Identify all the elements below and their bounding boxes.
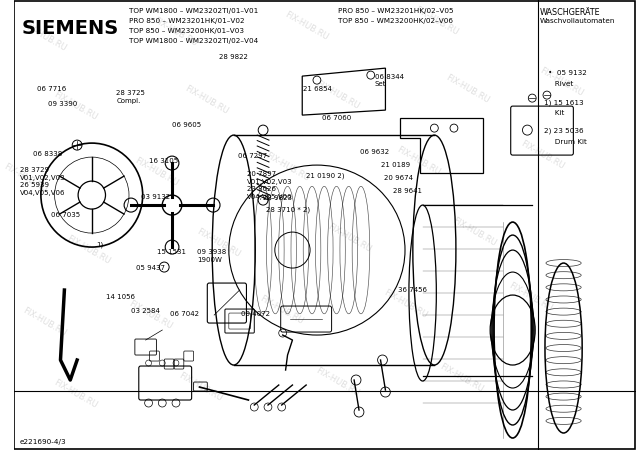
Text: 28 9823: 28 9823	[263, 195, 291, 202]
Text: FIX-HUB.RU: FIX-HUB.RU	[127, 299, 174, 331]
Text: PRO 850 – WM23201HK/01–V02: PRO 850 – WM23201HK/01–V02	[129, 18, 245, 24]
Text: Drum Kit: Drum Kit	[548, 139, 586, 145]
Text: FIX-HUB.RU: FIX-HUB.RU	[183, 84, 230, 116]
Text: FIX-HUB.RU: FIX-HUB.RU	[519, 139, 566, 171]
Text: FIX-HUB.RU: FIX-HUB.RU	[52, 378, 99, 410]
Text: 20 9674: 20 9674	[384, 175, 413, 181]
Text: PRO 850 – WM23201HK/02–V05: PRO 850 – WM23201HK/02–V05	[338, 8, 454, 14]
Text: 06 7060: 06 7060	[322, 115, 351, 121]
Text: Kit: Kit	[548, 110, 564, 116]
Text: FIX-HUB.RU: FIX-HUB.RU	[195, 227, 242, 259]
Text: FIX-HUB.RU: FIX-HUB.RU	[134, 156, 180, 188]
Text: FIX-HUB.RU: FIX-HUB.RU	[445, 73, 491, 105]
Text: 06 9605: 06 9605	[172, 122, 202, 128]
Text: WASCHGERÄTE: WASCHGERÄTE	[539, 8, 600, 17]
Text: 2) 23 5036: 2) 23 5036	[544, 128, 583, 135]
Text: 06 7716: 06 7716	[37, 86, 66, 92]
Text: FIX-HUB.RU: FIX-HUB.RU	[3, 162, 50, 194]
Text: 09 4072: 09 4072	[240, 311, 270, 317]
Text: 21 6854: 21 6854	[303, 86, 332, 92]
Text: 09 3938
1900W: 09 3938 1900W	[197, 249, 226, 263]
Text: e221690-4/3: e221690-4/3	[19, 439, 66, 445]
Text: 05 9437: 05 9437	[135, 265, 165, 270]
Text: 06 7297: 06 7297	[238, 153, 266, 159]
Text: FIX-HUB.RU: FIX-HUB.RU	[451, 216, 497, 248]
Text: 28 9641: 28 9641	[393, 188, 422, 194]
Text: FIX-HUB.RU: FIX-HUB.RU	[264, 150, 311, 183]
Text: FIX-HUB.RU: FIX-HUB.RU	[326, 221, 373, 254]
Text: FIX-HUB.RU: FIX-HUB.RU	[152, 16, 198, 48]
Text: 03 9132: 03 9132	[141, 194, 170, 201]
Text: 06 7035: 06 7035	[51, 212, 80, 218]
Text: 09 3390: 09 3390	[48, 101, 77, 108]
Text: FIX-HUB.RU: FIX-HUB.RU	[21, 21, 68, 53]
Text: FIX-HUB.RU: FIX-HUB.RU	[538, 66, 584, 98]
Text: 28 9822: 28 9822	[219, 54, 248, 60]
Text: FIX-HUB.RU: FIX-HUB.RU	[258, 293, 305, 326]
Text: 06 9632: 06 9632	[360, 149, 389, 156]
Text: 03 2584: 03 2584	[130, 308, 160, 314]
Text: FIX-HUB.RU: FIX-HUB.RU	[314, 366, 361, 399]
Text: 21 0190 2): 21 0190 2)	[306, 173, 345, 180]
Text: 20 7897
V01,V02,V03
23 8026
V04,V05,V06: 20 7897 V01,V02,V03 23 8026 V04,V05,V06	[247, 171, 293, 200]
Text: SIEMENS: SIEMENS	[22, 18, 118, 37]
Text: FIX-HUB.RU: FIX-HUB.RU	[65, 234, 111, 266]
Text: FIX-HUB.RU: FIX-HUB.RU	[177, 371, 224, 403]
Text: 06 7042: 06 7042	[170, 311, 199, 317]
Text: 06 8344
Set: 06 8344 Set	[375, 74, 404, 87]
Text: FIX-HUB.RU: FIX-HUB.RU	[382, 288, 429, 320]
Text: 21 0189: 21 0189	[381, 162, 410, 168]
Text: Rivet: Rivet	[548, 81, 573, 87]
Text: 15 1531: 15 1531	[156, 249, 186, 255]
Text: FIX-HUB.RU: FIX-HUB.RU	[283, 10, 329, 42]
Text: 28 3710 * 2): 28 3710 * 2)	[266, 206, 310, 213]
Text: FIX-HUB.RU: FIX-HUB.RU	[413, 5, 460, 37]
Text: 14 1056: 14 1056	[106, 294, 135, 300]
Text: FIX-HUB.RU: FIX-HUB.RU	[314, 79, 361, 111]
Text: FIX-HUB.RU: FIX-HUB.RU	[52, 90, 99, 122]
Text: 16 3105: 16 3105	[149, 158, 178, 165]
Text: FIX-HUB.RU: FIX-HUB.RU	[21, 306, 68, 338]
Text: 28 3729
V01,V02,V03
26 5939
V04,V05,V06: 28 3729 V01,V02,V03 26 5939 V04,V05,V06	[20, 167, 66, 196]
Text: 1) 15 1613: 1) 15 1613	[544, 99, 583, 106]
Text: •  05 9132: • 05 9132	[548, 70, 586, 76]
Text: FIX-HUB.RU: FIX-HUB.RU	[507, 281, 553, 313]
Text: TOP WM1800 – WM23202TI/01–V01: TOP WM1800 – WM23202TI/01–V01	[129, 8, 259, 14]
Text: 36 7456: 36 7456	[398, 287, 427, 293]
Text: FIX-HUB.RU: FIX-HUB.RU	[395, 145, 441, 177]
Text: TOP 850 – WM23200HK/02–V06: TOP 850 – WM23200HK/02–V06	[338, 18, 453, 24]
Text: TOP WM1800 – WM23202TI/02–V04: TOP WM1800 – WM23202TI/02–V04	[129, 38, 259, 44]
Text: 28 3725
Compl.: 28 3725 Compl.	[116, 90, 145, 104]
Text: 06 8338: 06 8338	[34, 151, 63, 157]
Text: FIX-HUB.RU: FIX-HUB.RU	[438, 362, 485, 394]
Text: TOP 850 – WM23200HK/01–V03: TOP 850 – WM23200HK/01–V03	[129, 28, 244, 34]
Text: Waschvollautomaten: Waschvollautomaten	[539, 18, 615, 24]
Text: 1): 1)	[96, 241, 104, 248]
